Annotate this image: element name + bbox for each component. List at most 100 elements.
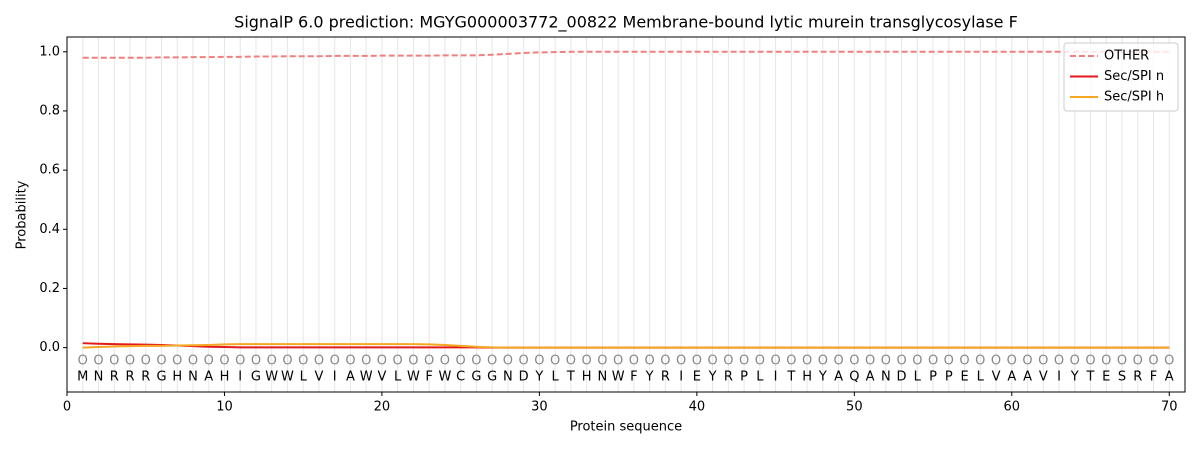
region-label: O [534,353,544,368]
y-tick-label: 0.0 [39,340,60,355]
residue-label: L [977,370,985,385]
region-label: O [865,353,875,368]
region-label: O [1148,353,1158,368]
residue-label: A [1023,370,1032,385]
region-label: O [1054,353,1064,368]
x-tick-label: 0 [63,400,71,415]
residue-label: I [238,370,242,385]
region-label: O [219,353,229,368]
residue-label: Y [645,370,654,385]
residue-label: D [897,370,907,385]
residue-label: R [1133,370,1142,385]
x-tick-label: 40 [689,400,706,415]
y-tick-label: 0.4 [39,222,60,237]
region-label: O [896,353,906,368]
residue-label: A [834,370,843,385]
residue-label: T [1086,370,1095,385]
region-label: O [282,353,292,368]
residue-label: P [740,370,748,385]
region-label: O [770,353,780,368]
region-label: O [849,353,859,368]
residue-label: G [487,370,497,385]
residue-label: P [945,370,953,385]
residue-label: H [220,370,230,385]
legend-label: Sec/SPI h [1104,90,1164,105]
region-label: O [251,353,261,368]
region-label: O [1085,353,1095,368]
region-label: O [550,353,560,368]
region-label: O [881,353,891,368]
residue-label: A [1007,370,1016,385]
region-label: O [1133,353,1143,368]
region-label: O [959,353,969,368]
residue-label: W [612,370,625,385]
region-label: O [833,353,843,368]
residue-label: W [360,370,373,385]
region-label: O [739,353,749,368]
region-label: O [156,353,166,368]
region-label: O [503,353,513,368]
residue-label: N [503,370,513,385]
residue-label: W [265,370,278,385]
region-label: O [1101,353,1111,368]
chart-title: SignalP 6.0 prediction: MGYG000003772_00… [234,13,1018,33]
region-label: O [424,353,434,368]
legend-label: Sec/SPI n [1104,69,1164,84]
residue-label: H [582,370,592,385]
residue-label: F [630,370,637,385]
region-label: O [629,353,639,368]
region-label: O [314,353,324,368]
residue-label: R [141,370,150,385]
legend-box [1063,42,1179,112]
residue-label: I [774,370,778,385]
residue-label: V [1039,370,1048,385]
region-label: O [78,353,88,368]
residue-label: N [881,370,891,385]
residue-label: N [598,370,608,385]
residue-label: L [394,370,402,385]
residue-label: R [110,370,119,385]
residue-label: V [314,370,323,385]
residue-label: H [802,370,812,385]
residue-label: I [333,370,337,385]
plot-frame [66,36,1186,393]
region-label: O [786,353,796,368]
region-label: O [1007,353,1017,368]
residue-label: F [1150,370,1157,385]
residue-label: Y [534,370,543,385]
residue-label: L [300,370,308,385]
residue-label: N [188,370,198,385]
residue-label: E [960,370,968,385]
residue-label: E [693,370,701,385]
x-tick-label: 10 [216,400,233,415]
region-label: O [597,353,607,368]
residue-label: H [172,370,182,385]
residue-label: I [679,370,683,385]
region-label: O [802,353,812,368]
region-label: O [755,353,765,368]
residue-label: S [1118,370,1126,385]
region-label: O [582,353,592,368]
region-label: O [188,353,198,368]
residue-label: C [456,370,465,385]
residue-label: P [929,370,937,385]
region-label: O [519,353,529,368]
region-label: O [377,353,387,368]
region-label: O [204,353,214,368]
region-label: O [723,353,733,368]
x-tick-label: 70 [1161,400,1178,415]
x-tick-label: 20 [374,400,391,415]
region-label: O [1164,353,1174,368]
residue-label: G [251,370,261,385]
residue-label: V [992,370,1001,385]
region-label: O [172,353,182,368]
x-axis-label: Protein sequence [570,420,682,435]
region-label: O [991,353,1001,368]
region-label: O [1038,353,1048,368]
residue-label: W [407,370,420,385]
residue-label: I [1057,370,1061,385]
residue-label: W [438,370,451,385]
region-label: O [408,353,418,368]
residue-label: A [1165,370,1174,385]
